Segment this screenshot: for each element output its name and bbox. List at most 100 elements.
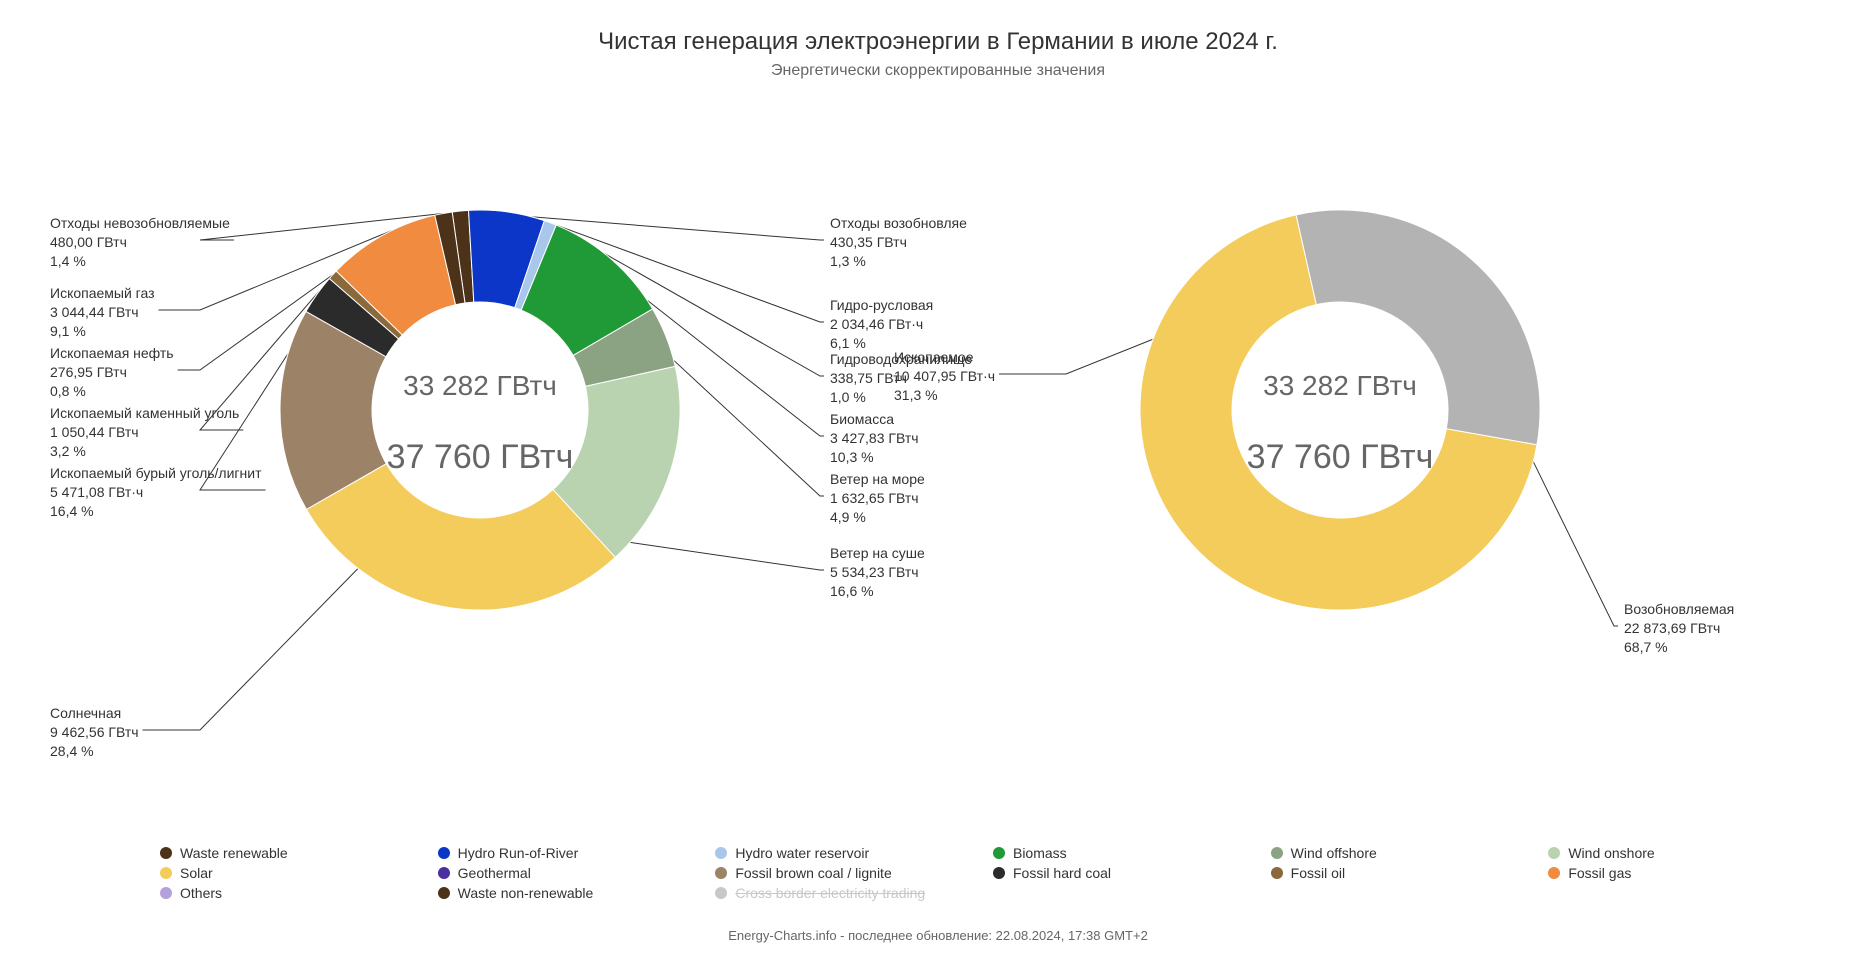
legend-swatch (160, 847, 172, 859)
label-fossil: Ископаемое10 407,95 ГВт·ч31,3 % (894, 348, 995, 405)
label-name: Ветер на море (830, 470, 925, 489)
label-value: 480,00 ГВтч (50, 233, 230, 252)
legend-label: Fossil hard coal (1013, 865, 1111, 881)
label-solar: Солнечная9 462,56 ГВтч28,4 % (50, 704, 139, 761)
legend-label: Biomass (1013, 845, 1067, 861)
label-value: 10 407,95 ГВт·ч (894, 367, 995, 386)
legend-swatch (1271, 847, 1283, 859)
legend-swatch (1271, 867, 1283, 879)
label-percent: 16,4 % (50, 502, 261, 521)
legend-label: Fossil gas (1568, 865, 1631, 881)
legend-swatch (1548, 847, 1560, 859)
label-value: 22 873,69 ГВтч (1624, 619, 1734, 638)
legend-item-13[interactable]: Waste non-renewable (438, 885, 706, 901)
label-name: Солнечная (50, 704, 139, 723)
label-wind_offshore: Ветер на море1 632,65 ГВтч4,9 % (830, 470, 925, 527)
legend-item-14[interactable]: Cross border electricity trading (715, 885, 983, 901)
label-percent: 1,4 % (50, 252, 230, 271)
page-subtitle: Энергетически скорректированные значения (0, 62, 1876, 80)
header: Чистая генерация электроэнергии в Герман… (0, 0, 1876, 80)
label-value: 430,35 ГВтч (830, 233, 967, 252)
label-name: Ископаемая нефть (50, 344, 174, 363)
label-name: Отходы невозобновляемые (50, 214, 230, 233)
legend-label: Fossil oil (1291, 865, 1345, 881)
legend-swatch (438, 887, 450, 899)
legend-label: Hydro water reservoir (735, 845, 869, 861)
label-percent: 3,2 % (50, 442, 239, 461)
label-value: 5 534,23 ГВтч (830, 563, 925, 582)
legend-item-12[interactable]: Others (160, 885, 428, 901)
legend-item-11[interactable]: Fossil gas (1548, 865, 1816, 881)
label-value: 276,95 ГВтч (50, 363, 174, 382)
label-name: Ископаемый газ (50, 284, 155, 303)
legend-label: Wind onshore (1568, 845, 1654, 861)
legend-swatch (438, 847, 450, 859)
label-lignite: Ископаемый бурый уголь/лигнит5 471,08 ГВ… (50, 464, 261, 521)
label-value: 3 044,44 ГВтч (50, 303, 155, 322)
legend-item-9[interactable]: Fossil hard coal (993, 865, 1261, 881)
legend-item-4[interactable]: Wind offshore (1271, 845, 1539, 861)
footer-source: Energy-Charts.info - последнее обновлени… (0, 928, 1876, 943)
label-percent: 28,4 % (50, 742, 139, 761)
label-percent: 10,3 % (830, 448, 919, 467)
label-percent: 16,6 % (830, 582, 925, 601)
legend-item-0[interactable]: Waste renewable (160, 845, 428, 861)
legend-label: Wind offshore (1291, 845, 1377, 861)
label-waste_nonrenew: Отходы невозобновляемые480,00 ГВтч1,4 % (50, 214, 230, 271)
label-value: 1 632,65 ГВтч (830, 489, 925, 508)
label-name: Гидро-русловая (830, 296, 933, 315)
label-name: Ископаемый каменный уголь (50, 404, 239, 423)
page-title: Чистая генерация электроэнергии в Герман… (0, 28, 1876, 56)
label-value: 5 471,08 ГВт·ч (50, 483, 261, 502)
labels-layer: Отходы возобновляе430,35 ГВтч1,3 % Гидро-… (0, 80, 1876, 800)
label-percent: 9,1 % (50, 322, 155, 341)
label-value: 3 427,83 ГВтч (830, 429, 919, 448)
legend-item-2[interactable]: Hydro water reservoir (715, 845, 983, 861)
legend-item-10[interactable]: Fossil oil (1271, 865, 1539, 881)
label-name: Биомасса (830, 410, 919, 429)
label-oil: Ископаемая нефть276,95 ГВтч0,8 % (50, 344, 174, 401)
legend-label: Fossil brown coal / lignite (735, 865, 891, 881)
legend-item-5[interactable]: Wind onshore (1548, 845, 1816, 861)
legend: Waste renewable Hydro Run-of-River Hydro w… (160, 845, 1816, 901)
label-name: Ископаемое (894, 348, 995, 367)
legend-item-8[interactable]: Fossil brown coal / lignite (715, 865, 983, 881)
legend-label: Cross border electricity trading (735, 885, 925, 901)
label-value: 1 050,44 ГВтч (50, 423, 239, 442)
legend-item-1[interactable]: Hydro Run-of-River (438, 845, 706, 861)
legend-label: Others (180, 885, 222, 901)
legend-label: Hydro Run-of-River (458, 845, 579, 861)
label-percent: 1,3 % (830, 252, 967, 271)
label-gas: Ископаемый газ3 044,44 ГВтч9,1 % (50, 284, 155, 341)
label-percent: 31,3 % (894, 386, 995, 405)
legend-swatch (438, 867, 450, 879)
label-waste_renewable: Отходы возобновляе430,35 ГВтч1,3 % (830, 214, 967, 271)
label-name: Возобновляемая (1624, 600, 1734, 619)
legend-item-6[interactable]: Solar (160, 865, 428, 881)
legend-swatch (160, 867, 172, 879)
legend-label: Waste renewable (180, 845, 288, 861)
legend-label: Waste non-renewable (458, 885, 594, 901)
legend-swatch (715, 887, 727, 899)
legend-swatch (715, 847, 727, 859)
label-name: Ископаемый бурый уголь/лигнит (50, 464, 261, 483)
label-renewable: Возобновляемая22 873,69 ГВтч68,7 % (1624, 600, 1734, 657)
label-value: 2 034,46 ГВт·ч (830, 315, 933, 334)
charts-row: 33 282 ГВтч 37 760 ГВтч 33 282 ГВтч 37 7… (0, 80, 1876, 800)
label-biomass: Биомасса3 427,83 ГВтч10,3 % (830, 410, 919, 467)
legend-item-3[interactable]: Biomass (993, 845, 1261, 861)
legend-label: Geothermal (458, 865, 531, 881)
legend-swatch (993, 847, 1005, 859)
label-wind_onshore: Ветер на суше5 534,23 ГВтч16,6 % (830, 544, 925, 601)
label-hydro_ror: Гидро-русловая2 034,46 ГВт·ч6,1 % (830, 296, 933, 353)
legend-swatch (993, 867, 1005, 879)
label-name: Ветер на суше (830, 544, 925, 563)
label-name: Отходы возобновляе (830, 214, 967, 233)
legend-item-7[interactable]: Geothermal (438, 865, 706, 881)
label-percent: 4,9 % (830, 508, 925, 527)
legend-swatch (160, 887, 172, 899)
label-hard_coal: Ископаемый каменный уголь1 050,44 ГВтч3,… (50, 404, 239, 461)
legend-swatch (1548, 867, 1560, 879)
legend-swatch (715, 867, 727, 879)
legend-label: Solar (180, 865, 213, 881)
